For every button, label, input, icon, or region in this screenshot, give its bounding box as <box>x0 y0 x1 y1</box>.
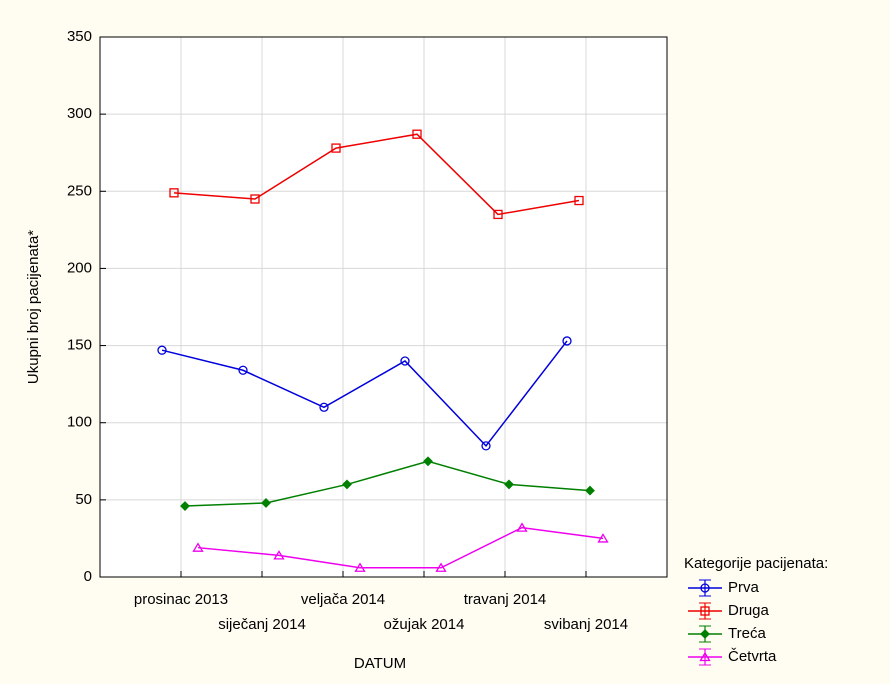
point <box>400 356 410 366</box>
point <box>169 188 179 198</box>
y-tick-label: 350 <box>67 28 92 45</box>
x-tick-label: svibanj 2014 <box>544 616 628 633</box>
point <box>273 550 285 560</box>
series-line <box>184 460 591 507</box>
point <box>435 562 447 572</box>
series-line <box>173 133 580 216</box>
plot-border <box>99 36 668 578</box>
point <box>493 209 503 220</box>
y-axis-label: Ukupni broj pacijenata* <box>25 230 42 384</box>
x-tick-label: veljača 2014 <box>301 591 385 608</box>
point <box>412 129 422 139</box>
legend-entry: Treća <box>688 625 766 643</box>
y-tick-label: 150 <box>67 337 92 354</box>
point <box>504 479 514 490</box>
series-line <box>197 526 604 569</box>
point <box>319 402 329 412</box>
x-tick-label: travanj 2014 <box>464 591 547 608</box>
series-line <box>161 340 568 448</box>
legend-label: Treća <box>728 625 766 642</box>
point <box>180 501 190 511</box>
point <box>261 498 271 508</box>
point <box>597 533 609 543</box>
legend-label: Prva <box>728 579 760 596</box>
point <box>331 143 341 153</box>
x-tick-label: prosinac 2013 <box>134 591 228 608</box>
plot-area <box>100 37 667 577</box>
point <box>238 365 248 375</box>
legend-label: Četvrta <box>728 648 777 665</box>
y-tick-label: 100 <box>67 414 92 431</box>
legend-entry: Prva <box>688 579 760 597</box>
point <box>574 195 584 206</box>
y-tick-label: 200 <box>67 259 92 276</box>
legend-label: Druga <box>728 602 770 619</box>
legend-entry: Četvrta <box>688 648 777 666</box>
point <box>699 651 711 662</box>
point <box>562 336 572 346</box>
y-tick-label: 50 <box>75 491 92 508</box>
point <box>700 606 710 616</box>
point <box>192 542 204 552</box>
point <box>342 479 352 490</box>
point <box>423 456 433 467</box>
point <box>157 345 167 355</box>
y-tick-label: 0 <box>84 568 92 585</box>
x-axis-label: DATUM <box>354 655 406 672</box>
point <box>585 485 595 496</box>
legend-title: Kategorije pacijenata: <box>684 555 828 572</box>
x-tick-label: ožujak 2014 <box>384 616 465 633</box>
point <box>250 194 260 204</box>
y-tick-label: 250 <box>67 182 92 199</box>
point <box>700 583 710 593</box>
point <box>700 629 710 639</box>
legend-entry: Druga <box>688 602 770 620</box>
point <box>354 562 366 572</box>
point <box>481 441 491 451</box>
point <box>516 522 528 532</box>
x-tick-label: siječanj 2014 <box>218 616 306 633</box>
y-tick-label: 300 <box>67 105 92 122</box>
